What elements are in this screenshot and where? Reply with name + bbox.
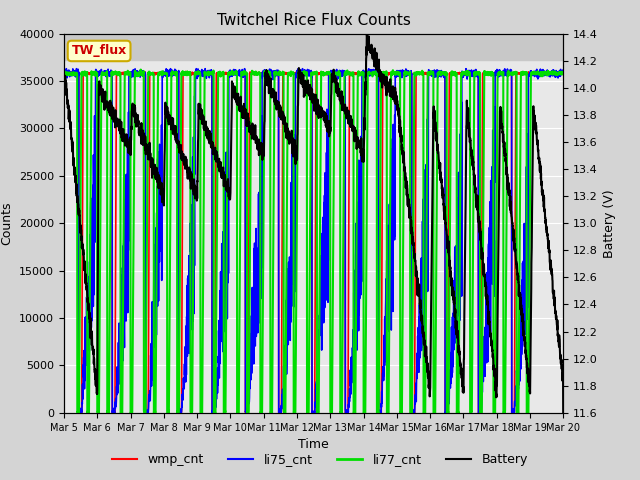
Y-axis label: Battery (V): Battery (V)	[604, 189, 616, 257]
Title: Twitchel Rice Flux Counts: Twitchel Rice Flux Counts	[217, 13, 410, 28]
Bar	[64, 34, 563, 60]
Text: TW_flux: TW_flux	[72, 45, 127, 58]
Legend: wmp_cnt, li75_cnt, li77_cnt, Battery: wmp_cnt, li75_cnt, li77_cnt, Battery	[107, 448, 533, 471]
X-axis label: Time: Time	[298, 438, 329, 451]
Y-axis label: Counts: Counts	[1, 202, 13, 245]
